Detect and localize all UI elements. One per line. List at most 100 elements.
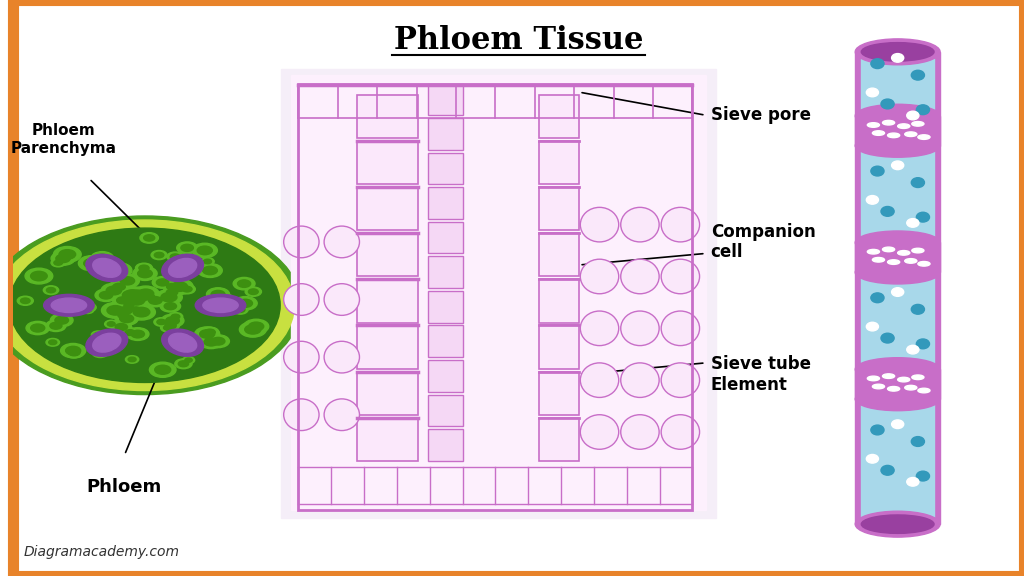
Circle shape: [104, 320, 118, 328]
Circle shape: [179, 285, 196, 294]
Circle shape: [161, 293, 177, 302]
Circle shape: [161, 314, 184, 327]
Bar: [539, 372, 580, 415]
Bar: [428, 187, 463, 219]
Circle shape: [207, 288, 229, 301]
Ellipse shape: [621, 207, 659, 242]
Circle shape: [133, 267, 157, 281]
Ellipse shape: [325, 399, 359, 430]
Circle shape: [51, 259, 66, 267]
Circle shape: [249, 289, 258, 294]
Ellipse shape: [86, 254, 128, 282]
Circle shape: [143, 235, 155, 241]
Text: Diagramacademy.com: Diagramacademy.com: [24, 545, 179, 559]
Circle shape: [79, 256, 105, 271]
Circle shape: [84, 308, 91, 312]
Ellipse shape: [662, 415, 699, 449]
Ellipse shape: [284, 341, 319, 373]
Circle shape: [125, 329, 135, 335]
Ellipse shape: [883, 120, 895, 125]
Ellipse shape: [86, 329, 128, 357]
Ellipse shape: [883, 374, 895, 378]
Circle shape: [204, 259, 212, 264]
Circle shape: [56, 255, 71, 263]
Circle shape: [60, 343, 86, 358]
Circle shape: [59, 249, 76, 259]
Circle shape: [102, 264, 126, 278]
Circle shape: [139, 290, 156, 300]
Circle shape: [133, 308, 150, 317]
Circle shape: [168, 313, 182, 321]
Circle shape: [81, 306, 94, 313]
Circle shape: [200, 335, 223, 348]
Circle shape: [95, 350, 104, 356]
Ellipse shape: [662, 207, 699, 242]
Bar: [357, 372, 418, 415]
Circle shape: [46, 320, 66, 332]
Ellipse shape: [892, 420, 904, 429]
Ellipse shape: [621, 259, 659, 294]
Circle shape: [204, 338, 218, 346]
Circle shape: [20, 298, 30, 304]
Circle shape: [121, 301, 137, 310]
Circle shape: [84, 259, 99, 268]
Ellipse shape: [169, 334, 197, 352]
Circle shape: [132, 306, 146, 314]
Circle shape: [9, 228, 281, 382]
Bar: [291, 75, 706, 510]
Bar: [855, 116, 940, 146]
Bar: [428, 395, 463, 426]
Ellipse shape: [621, 311, 659, 346]
Ellipse shape: [911, 70, 925, 80]
Circle shape: [17, 296, 34, 305]
Circle shape: [122, 328, 138, 338]
Ellipse shape: [855, 358, 940, 381]
Circle shape: [50, 314, 73, 327]
Ellipse shape: [866, 454, 879, 463]
Ellipse shape: [872, 257, 885, 262]
Bar: [428, 118, 463, 150]
Ellipse shape: [916, 105, 930, 115]
Ellipse shape: [581, 207, 618, 242]
Circle shape: [118, 313, 126, 318]
Ellipse shape: [93, 334, 121, 352]
Circle shape: [164, 322, 179, 330]
Ellipse shape: [872, 384, 885, 389]
Ellipse shape: [581, 363, 618, 397]
Circle shape: [167, 283, 177, 290]
Ellipse shape: [881, 333, 894, 343]
Text: Phloem: Phloem: [87, 478, 162, 496]
Ellipse shape: [861, 515, 934, 533]
Circle shape: [123, 291, 138, 300]
Ellipse shape: [888, 260, 900, 264]
Circle shape: [31, 271, 47, 281]
Circle shape: [193, 243, 217, 257]
Bar: [539, 187, 580, 230]
Bar: [428, 256, 463, 288]
Circle shape: [218, 294, 233, 302]
Circle shape: [120, 314, 134, 323]
Circle shape: [166, 317, 179, 325]
Circle shape: [46, 287, 55, 293]
Circle shape: [120, 276, 134, 285]
Bar: [428, 291, 463, 323]
Circle shape: [54, 260, 62, 265]
Bar: [357, 233, 418, 276]
Circle shape: [178, 361, 188, 367]
Ellipse shape: [905, 259, 916, 263]
Ellipse shape: [888, 133, 900, 138]
Circle shape: [207, 298, 216, 304]
Circle shape: [163, 282, 181, 292]
Circle shape: [249, 322, 264, 331]
Ellipse shape: [662, 311, 699, 346]
Ellipse shape: [662, 363, 699, 397]
Ellipse shape: [662, 259, 699, 294]
Ellipse shape: [911, 375, 924, 380]
Bar: [428, 222, 463, 253]
Circle shape: [46, 339, 59, 346]
Bar: [539, 141, 580, 184]
Ellipse shape: [898, 251, 909, 255]
Circle shape: [66, 307, 73, 312]
Ellipse shape: [325, 226, 359, 257]
Circle shape: [166, 289, 178, 295]
